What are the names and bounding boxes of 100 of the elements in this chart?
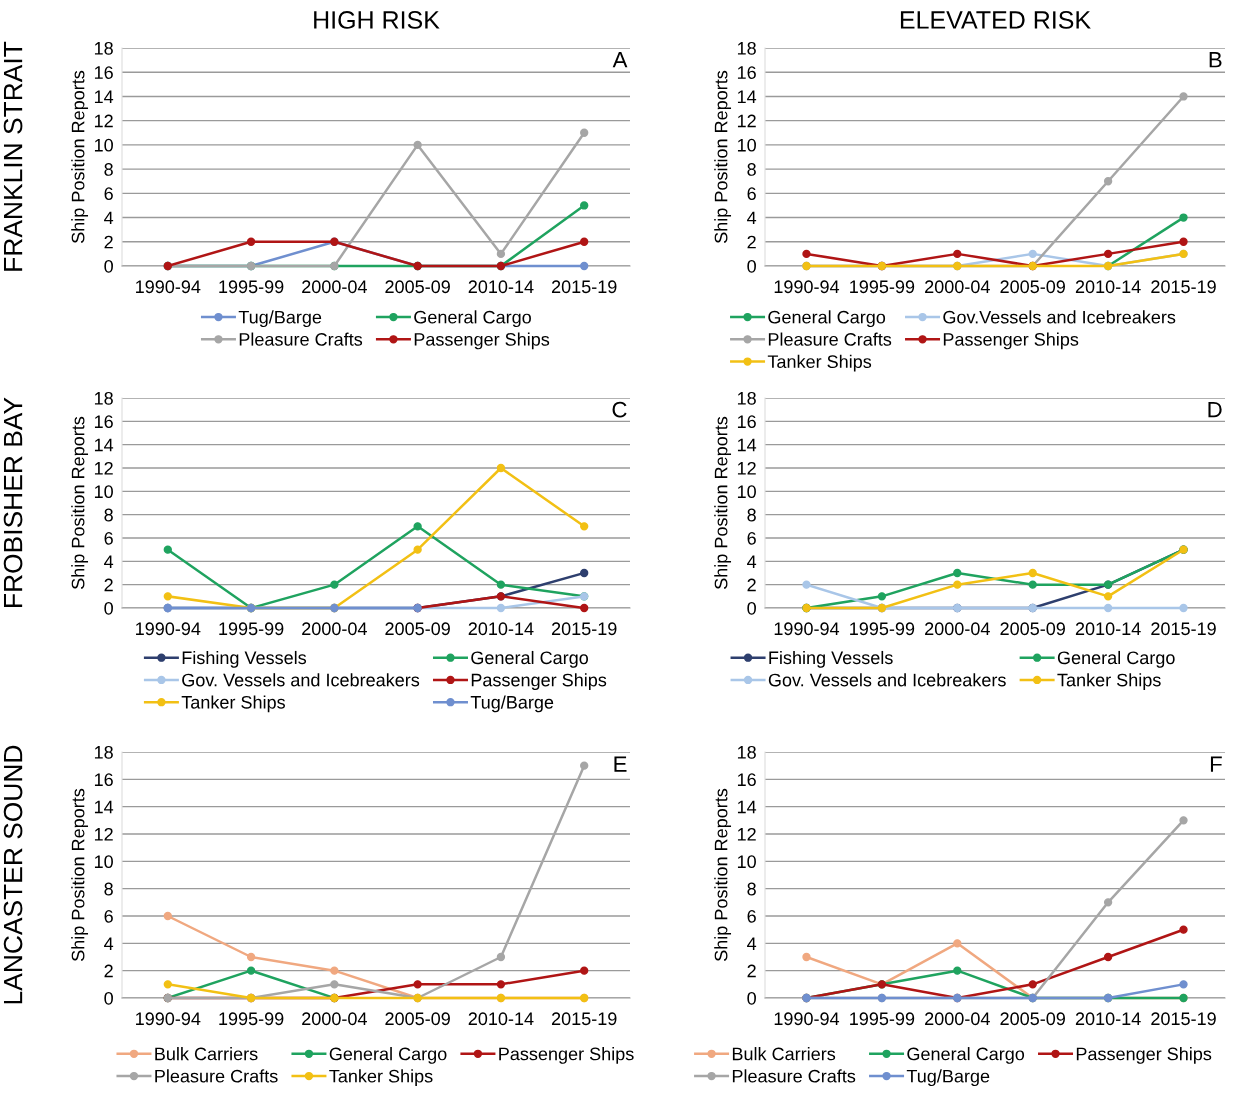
legend-label: Tanker Ships (767, 354, 872, 372)
y-tick-label: 16 (737, 773, 756, 787)
legend-label: Tug/Barge (470, 695, 554, 713)
y-tick-label: 2 (104, 964, 113, 978)
y-tick-label: 0 (747, 259, 756, 273)
y-tick-label: 14 (737, 90, 757, 103)
y-tick-label: 4 (104, 937, 114, 950)
y-axis-title: Ship Position Reports (714, 416, 732, 589)
x-tick-label: 2010-14 (1075, 280, 1141, 294)
x-tick-label: 2005-09 (385, 622, 450, 636)
y-tick-label: 8 (747, 882, 756, 896)
x-tick-label: 1990-94 (774, 622, 840, 636)
y-tick-label: 12 (737, 827, 756, 841)
y-tick-label: 16 (94, 415, 113, 429)
x-tick-label: 2005-09 (1000, 622, 1065, 636)
legend-label: Passenger Ships (499, 1047, 634, 1064)
y-tick-label: 14 (737, 438, 757, 452)
y-tick-label: 2 (747, 235, 756, 249)
legend-label: Tanker Ships (181, 695, 285, 713)
legend-label: Passenger Ships (1076, 1047, 1212, 1064)
legend-label: Bulk Carriers (732, 1047, 836, 1061)
x-tick-label: 1995-99 (219, 622, 284, 636)
y-tick-label: 12 (94, 461, 113, 475)
y-tick-label: 0 (104, 991, 113, 1005)
x-tick-label: 2005-09 (385, 280, 450, 294)
legend-label: Passenger Ships (414, 332, 550, 350)
y-tick-label: 10 (737, 855, 756, 869)
legend-label: General Cargo (471, 650, 589, 668)
y-tick-label: 4 (747, 937, 757, 950)
legend-label: Gov.Vessels and Icebreakers (943, 310, 1176, 324)
y-tick-label: 6 (104, 531, 113, 545)
x-tick-label: 2010-14 (468, 1012, 534, 1026)
x-tick-label: 1990-94 (136, 1012, 201, 1026)
text: LANCASTER SOUND (3, 745, 23, 1004)
chart-title: HIGH RISK (314, 11, 440, 29)
y-axis-title: Ship Position Reports (71, 70, 89, 243)
y-tick-label: 16 (737, 66, 756, 79)
x-tick-label: 1995-99 (219, 280, 284, 294)
x-tick-label: 1995-99 (219, 1012, 284, 1026)
legend-label: Passenger Ships (471, 673, 607, 690)
annotation: A (612, 52, 628, 68)
y-tick-label: 14 (737, 800, 757, 814)
y-tick-label: 12 (94, 114, 113, 128)
y-tick-label: 10 (94, 138, 113, 152)
x-tick-label: 2015-19 (551, 1012, 617, 1026)
x-tick-label: 2005-09 (385, 1012, 450, 1026)
y-tick-label: 16 (737, 415, 756, 429)
legend-label: Pleasure Crafts (768, 332, 892, 346)
legend-label: Gov. Vessels and Icebreakers (768, 673, 1006, 687)
legend-label: Passenger Ships (943, 332, 1079, 350)
legend-label: Tanker Ships (329, 1069, 433, 1087)
y-tick-label: 4 (747, 555, 757, 568)
annotation: C (612, 401, 627, 418)
x-tick-label: 2010-14 (468, 280, 534, 294)
x-tick-label: 2015-19 (1151, 1012, 1216, 1026)
x-tick-label: 2010-14 (1075, 1012, 1141, 1026)
x-tick-label: 1990-94 (136, 280, 201, 294)
x-tick-label: 2000-04 (925, 1012, 990, 1026)
y-tick-label: 0 (747, 991, 756, 1005)
legend-label: Pleasure Crafts (732, 1069, 856, 1083)
y-tick-label: 6 (104, 187, 113, 201)
y-axis-title: Ship Position Reports (71, 416, 89, 589)
y-tick-label: 4 (104, 211, 114, 225)
x-tick-label: 2015-19 (1151, 622, 1216, 636)
y-tick-label: 8 (104, 882, 113, 896)
y-tick-label: 2 (747, 964, 756, 978)
y-tick-label: 2 (104, 578, 113, 592)
y-tick-label: 14 (94, 800, 114, 814)
x-tick-label: 2015-19 (551, 622, 617, 636)
y-tick-label: 0 (747, 601, 756, 615)
text: FROBISHER BAY (3, 397, 23, 607)
legend-label: Pleasure Crafts (155, 1069, 278, 1083)
legend-label: Tanker Ships (1057, 673, 1161, 690)
x-tick-label: 2010-14 (1075, 622, 1141, 636)
y-tick-label: 12 (94, 827, 113, 841)
y-tick-label: 4 (747, 211, 757, 225)
annotation: B (1209, 52, 1222, 68)
legend-label: General Cargo (907, 1047, 1025, 1064)
x-tick-label: 2000-04 (302, 1012, 367, 1026)
y-tick-label: 0 (104, 601, 113, 615)
legend-label: Gov. Vessels and Icebreakers (182, 673, 420, 687)
x-tick-label: 2000-04 (925, 280, 990, 294)
y-tick-label: 18 (94, 41, 113, 55)
legend-label: Tug/Barge (238, 310, 322, 328)
legend-label: General Cargo (768, 310, 886, 328)
y-tick-label: 10 (94, 855, 113, 869)
y-tick-label: 18 (737, 391, 756, 405)
x-tick-label: 2015-19 (551, 280, 617, 294)
y-tick-label: 6 (747, 531, 756, 545)
chart-title: ELEVATED RISK (900, 11, 1091, 29)
annotation: D (1208, 401, 1222, 418)
y-tick-label: 6 (747, 187, 756, 201)
y-tick-label: 10 (737, 485, 756, 499)
y-tick-label: 8 (104, 508, 113, 522)
x-tick-label: 2000-04 (302, 622, 367, 636)
x-tick-label: 2000-04 (302, 280, 367, 294)
y-tick-label: 8 (747, 163, 756, 176)
x-tick-label: 1990-94 (774, 280, 840, 294)
y-tick-label: 16 (94, 66, 113, 79)
legend-label: Fishing Vessels (769, 650, 893, 668)
